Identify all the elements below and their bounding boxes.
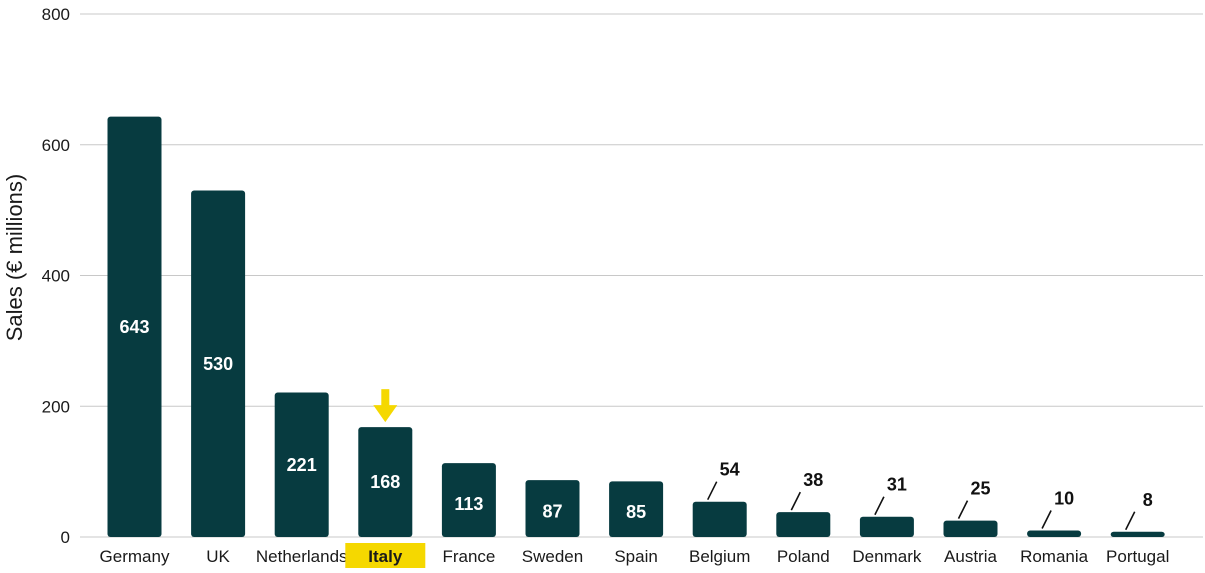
bar-italy [358, 427, 413, 537]
data-label: 530 [203, 354, 233, 374]
x-category-label: Netherlands [256, 547, 348, 566]
y-axis-ticks: 0 200 400 600 800 [42, 5, 70, 547]
bar-sweden [525, 480, 580, 537]
data-label: 10 [1054, 488, 1074, 508]
x-axis-categories: Germany UK Netherlands Italy France Sweden Spa… [100, 543, 1169, 568]
data-label: 221 [287, 455, 317, 475]
x-category-label: France [442, 547, 495, 566]
y-tick-label: 600 [42, 136, 70, 155]
data-label: 38 [803, 470, 823, 490]
highlight-label-box [345, 543, 426, 568]
bar-portugal [1110, 531, 1165, 537]
data-label: 54 [720, 460, 740, 480]
x-category-label: Denmark [852, 547, 921, 566]
highlight-marker [373, 389, 398, 423]
data-label: 85 [626, 502, 646, 522]
data-label: 31 [887, 475, 907, 495]
leader-line [1041, 510, 1052, 529]
x-category-label: Italy [368, 547, 403, 566]
bar-denmark [859, 516, 914, 537]
y-tick-label: 200 [42, 397, 70, 416]
highlight-arrow-shaft [381, 389, 390, 408]
bar-france [441, 463, 496, 537]
bar-belgium [692, 501, 747, 537]
data-label: 168 [370, 472, 400, 492]
bar-austria [943, 520, 998, 537]
x-category-label: Belgium [689, 547, 750, 566]
data-labels: 643 530 221 168 113 87 85 54 38 31 25 10 8 [119, 317, 1153, 531]
bar-germany [107, 116, 162, 538]
bar-uk [191, 190, 246, 537]
bar-netherlands [274, 392, 329, 537]
x-category-label: Sweden [522, 547, 583, 566]
down-arrow-icon [373, 405, 398, 423]
gridlines [80, 13, 1203, 538]
bar-poland [776, 512, 831, 537]
x-category-label: Romania [1020, 547, 1089, 566]
x-category-label: Germany [100, 547, 170, 566]
leader-line [1124, 511, 1136, 531]
leader-line [706, 481, 718, 501]
bar-romania [1027, 530, 1082, 537]
data-label: 25 [970, 479, 990, 499]
x-category-label: Poland [777, 547, 830, 566]
x-category-label: Portugal [1106, 547, 1169, 566]
data-label: 643 [119, 317, 149, 337]
x-category-label: UK [206, 547, 230, 566]
data-label: 113 [454, 494, 483, 514]
data-label: 87 [542, 501, 562, 521]
y-tick-label: 400 [42, 267, 70, 286]
y-axis-label: Sales (€ millions) [2, 174, 27, 342]
bar-spain [609, 481, 664, 537]
y-tick-label: 0 [61, 528, 70, 547]
leader-line [957, 500, 969, 520]
x-category-label: Spain [614, 547, 657, 566]
y-tick-label: 800 [42, 5, 70, 24]
bars [107, 116, 1165, 538]
leader-line [790, 491, 802, 511]
leader-line [874, 496, 885, 516]
x-category-label: Austria [944, 547, 997, 566]
data-label: 8 [1143, 490, 1153, 510]
